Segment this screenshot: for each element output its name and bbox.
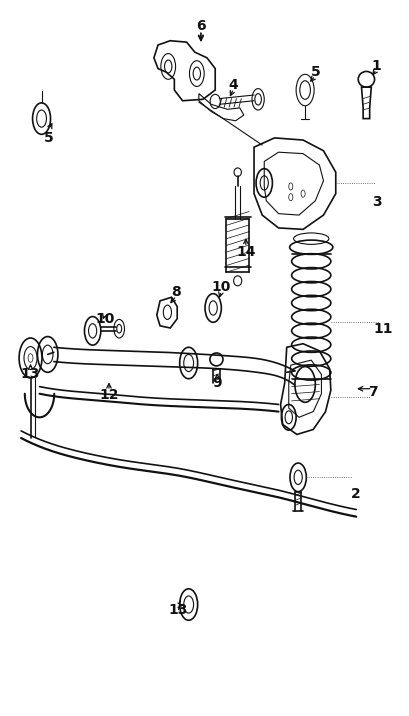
Text: 11: 11 [372, 322, 391, 337]
Text: 3: 3 [371, 195, 380, 209]
Text: 1: 1 [371, 59, 380, 74]
Text: 9: 9 [212, 376, 222, 390]
Text: 5: 5 [44, 131, 54, 145]
Text: 12: 12 [99, 388, 119, 402]
Text: 5: 5 [310, 65, 319, 79]
Text: 8: 8 [171, 284, 181, 299]
Text: 13: 13 [169, 603, 188, 616]
Text: 2: 2 [351, 487, 360, 500]
Text: 10: 10 [95, 311, 114, 326]
Text: 14: 14 [236, 246, 255, 259]
Text: 13: 13 [21, 367, 40, 381]
Text: 4: 4 [228, 78, 238, 92]
Text: 6: 6 [196, 19, 205, 33]
Text: 7: 7 [367, 385, 376, 400]
Text: 10: 10 [211, 279, 230, 294]
